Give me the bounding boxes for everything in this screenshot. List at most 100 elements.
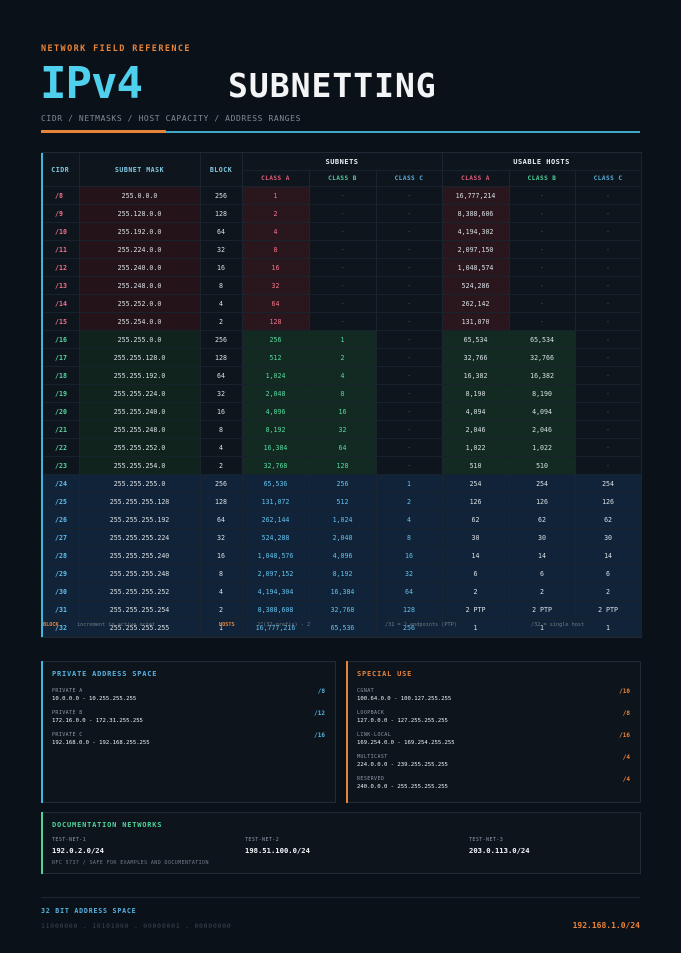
header-rule — [41, 131, 640, 133]
hosts-class-b-cell: - — [509, 204, 576, 223]
block-cell: 128 — [200, 348, 243, 367]
cidr-cell: /17 — [42, 348, 80, 367]
table-row: /25 255.255.255.128 128 131,072 512 2 126 126 12… — [42, 492, 642, 511]
header-subnets-class-a: CLASS A — [242, 170, 310, 187]
table-row: /10 255.192.0.0 64 4- -4,194,302- - — [42, 222, 642, 241]
table-row: /16 255.255.0.0 256 256 1-65,534 65,534- — [42, 330, 642, 349]
mask-cell: 255.248.0.0 — [79, 276, 201, 295]
documentation-card: DOCUMENTATION NETWORKS TEST-NET-1 192.0.… — [41, 812, 641, 874]
legend-single-text: /32 = single host — [531, 622, 585, 628]
hosts-class-c-cell: - — [575, 456, 642, 475]
header-subnets-class-b: CLASS B — [309, 170, 377, 187]
block-cell: 32 — [200, 384, 243, 403]
hosts-class-c-cell: - — [575, 294, 642, 313]
legend-ptp-text: /31 = 2 endpoints (PTP) — [385, 622, 457, 628]
cidr-cell: /16 — [42, 330, 80, 349]
subnets-class-b-cell: - — [309, 276, 377, 295]
hosts-class-c-cell: - — [575, 438, 642, 457]
hosts-class-b-cell: 254 — [509, 474, 576, 493]
subnets-class-c-cell: 16 — [376, 546, 443, 565]
block-cell: 128 — [200, 492, 243, 511]
hosts-class-b-cell: 14 — [509, 546, 576, 565]
subnets-class-c-cell: - — [376, 348, 443, 367]
mask-cell: 255.192.0.0 — [79, 222, 201, 241]
subnets-class-a-cell: 64 — [242, 294, 310, 313]
table-row: /14 255.252.0.0 4 64- -262,142- - — [42, 294, 642, 313]
hosts-class-a-cell: 2 PTP — [442, 600, 510, 619]
hosts-class-c-cell: - — [575, 366, 642, 385]
entry-label: PRIVATE C — [52, 732, 83, 738]
subnets-class-a-cell: 16 — [242, 258, 310, 277]
subnets-class-a-cell: 8 — [242, 240, 310, 259]
subnets-class-c-cell: 4 — [376, 510, 443, 529]
block-cell: 4 — [200, 582, 243, 601]
subnets-class-c-cell: - — [376, 456, 443, 475]
address-entry: LOOPBACK 127.0.0.0 - 127.255.255.255 — [357, 710, 448, 724]
table-body: /8 255.0.0.0 256 1- -16,777,214- -/9 255.128.0… — [42, 186, 642, 637]
cidr-cell: /19 — [42, 384, 80, 403]
hosts-class-c-cell: - — [575, 204, 642, 223]
table-row: /19 255.255.224.0 32 2,048 8-8,190 8,190- — [42, 384, 642, 403]
entry-prefix: /16 — [619, 732, 630, 739]
subnets-class-a-cell: 256 — [242, 330, 310, 349]
address-entry: MULTICAST 224.0.0.0 - 239.255.255.255 — [357, 754, 448, 768]
subnets-class-b-cell: - — [309, 258, 377, 277]
cidr-cell: /13 — [42, 276, 80, 295]
subnets-class-c-cell: - — [376, 222, 443, 241]
hosts-class-a-cell: 262,142 — [442, 294, 510, 313]
hosts-class-a-cell: 65,534 — [442, 330, 510, 349]
hosts-class-c-cell: - — [575, 348, 642, 367]
table-row: /9 255.128.0.0 128 2- -8,388,606- - — [42, 204, 642, 223]
mask-cell: 255.255.255.224 — [79, 528, 201, 547]
hosts-class-b-cell: - — [509, 258, 576, 277]
cidr-cell: /32 — [42, 618, 80, 637]
hosts-class-a-cell: 1,048,574 — [442, 258, 510, 277]
hosts-class-c-cell: - — [575, 222, 642, 241]
block-cell: 8 — [200, 564, 243, 583]
header-hosts-class-c: CLASS C — [575, 170, 642, 187]
mask-cell: 255.255.255.248 — [79, 564, 201, 583]
subnets-class-b-cell: 1 — [309, 330, 377, 349]
hosts-class-b-cell: 32,766 — [509, 348, 576, 367]
hosts-class-a-cell: 2 — [442, 582, 510, 601]
mask-cell: 255.255.248.0 — [79, 420, 201, 439]
subnets-class-c-cell: - — [376, 366, 443, 385]
mask-cell: 255.255.192.0 — [79, 366, 201, 385]
cidr-cell: /9 — [42, 204, 80, 223]
hosts-class-a-cell: 8,190 — [442, 384, 510, 403]
hosts-class-a-cell: 131,070 — [442, 312, 510, 331]
subnets-class-a-cell: 16,777,216 — [242, 618, 310, 637]
subnets-class-a-cell: 1,048,576 — [242, 546, 310, 565]
subnets-class-a-cell: 4 — [242, 222, 310, 241]
hosts-class-b-cell: 65,534 — [509, 330, 576, 349]
table-row: /8 255.0.0.0 256 1- -16,777,214- - — [42, 186, 642, 205]
subnets-class-c-cell: 32 — [376, 564, 443, 583]
cidr-cell: /24 — [42, 474, 80, 493]
subnets-class-b-cell: - — [309, 240, 377, 259]
kicker: NETWORK FIELD REFERENCE — [41, 44, 191, 54]
block-cell: 64 — [200, 366, 243, 385]
entry-prefix: /4 — [622, 754, 630, 761]
cidr-cell: /15 — [42, 312, 80, 331]
private-title: PRIVATE ADDRESS SPACE — [52, 670, 158, 678]
hosts-class-c-cell: - — [575, 240, 642, 259]
hosts-class-a-cell: 510 — [442, 456, 510, 475]
cidr-cell: /18 — [42, 366, 80, 385]
subnets-class-c-cell: - — [376, 240, 443, 259]
hosts-class-c-cell: - — [575, 258, 642, 277]
hosts-class-b-cell: 62 — [509, 510, 576, 529]
entry-label: PRIVATE B — [52, 710, 83, 716]
address-entry: RESERVED 240.0.0.0 - 255.255.255.255 — [357, 776, 448, 790]
legend-block-text: increment in active octet — [77, 622, 156, 628]
entry-label: LOOPBACK — [357, 710, 385, 716]
docs-note: RFC 5737 / SAFE FOR EXAMPLES AND DOCUMEN… — [52, 860, 209, 866]
subnets-class-b-cell: 4 — [309, 366, 377, 385]
cidr-cell: /22 — [42, 438, 80, 457]
cidr-cell: /14 — [42, 294, 80, 313]
hosts-class-a-cell: 6 — [442, 564, 510, 583]
hosts-class-a-cell: 16,777,214 — [442, 186, 510, 205]
hosts-class-c-cell: 14 — [575, 546, 642, 565]
subnets-class-c-cell: 1 — [376, 474, 443, 493]
subnets-class-a-cell: 131,072 — [242, 492, 310, 511]
subnets-class-b-cell: 65,536 — [309, 618, 377, 637]
